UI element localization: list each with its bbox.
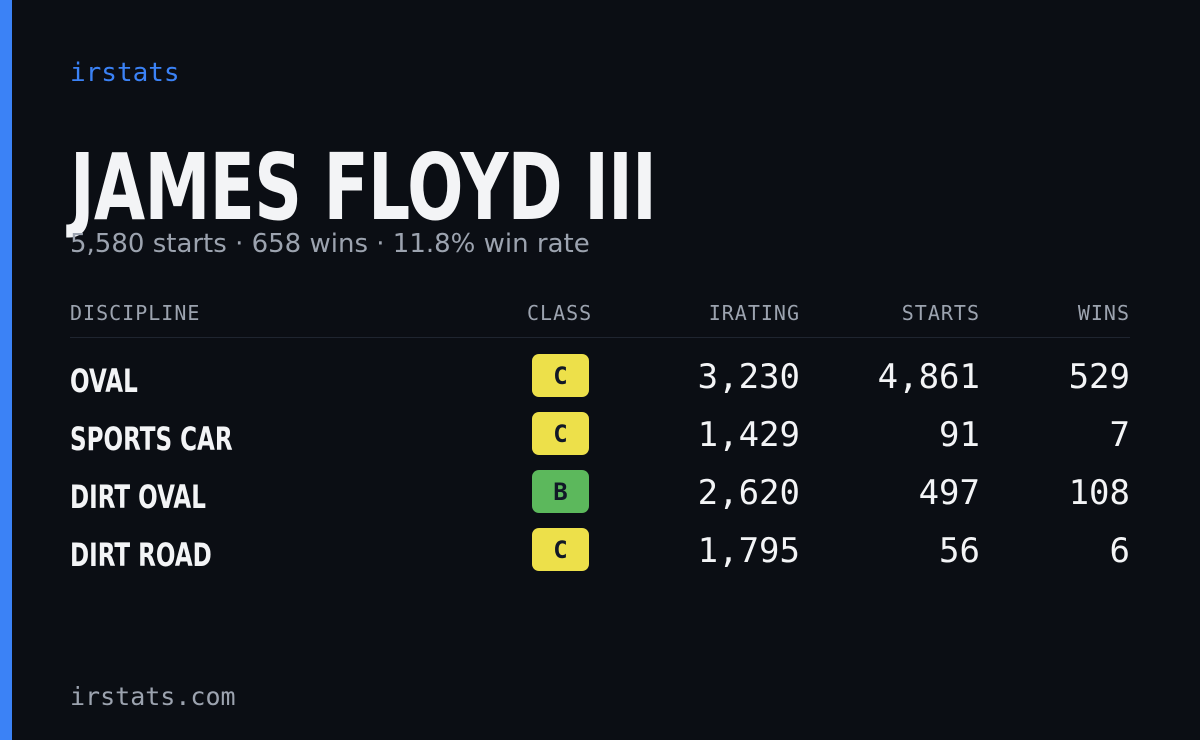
wins: 6 bbox=[1109, 531, 1130, 571]
footer: irstats.com bbox=[70, 682, 236, 711]
column-header: CLASS bbox=[527, 301, 593, 325]
starts: 56 bbox=[939, 531, 980, 571]
irating: 3,230 bbox=[697, 357, 800, 397]
wins: 7 bbox=[1109, 415, 1130, 455]
driver-name: JAMES FLOYD III bbox=[70, 134, 657, 241]
column-header: DISCIPLINE bbox=[70, 301, 201, 325]
column-header: STARTS bbox=[901, 301, 980, 325]
divider bbox=[70, 337, 1130, 338]
column-header: IRATING bbox=[708, 301, 800, 325]
wins: 108 bbox=[1068, 473, 1130, 513]
discipline: DIRT OVAL bbox=[70, 478, 206, 516]
discipline: OVAL bbox=[70, 362, 138, 400]
starts: 4,861 bbox=[877, 357, 980, 397]
class-badge: C bbox=[532, 528, 589, 571]
class-badge: C bbox=[532, 354, 589, 397]
starts: 91 bbox=[939, 415, 980, 455]
wins: 529 bbox=[1068, 357, 1130, 397]
brand: irstats bbox=[70, 58, 180, 88]
starts: 497 bbox=[918, 473, 980, 513]
column-header: WINS bbox=[1077, 301, 1130, 325]
discipline: SPORTS CAR bbox=[70, 420, 233, 458]
irating: 1,429 bbox=[697, 415, 800, 455]
accent-bar bbox=[0, 0, 12, 740]
discipline: DIRT ROAD bbox=[70, 536, 212, 574]
irating: 1,795 bbox=[697, 531, 800, 571]
class-badge: B bbox=[532, 470, 589, 513]
class-badge: C bbox=[532, 412, 589, 455]
driver-summary: 5,580 starts · 658 wins · 11.8% win rate bbox=[70, 229, 590, 259]
irating: 2,620 bbox=[697, 473, 800, 513]
